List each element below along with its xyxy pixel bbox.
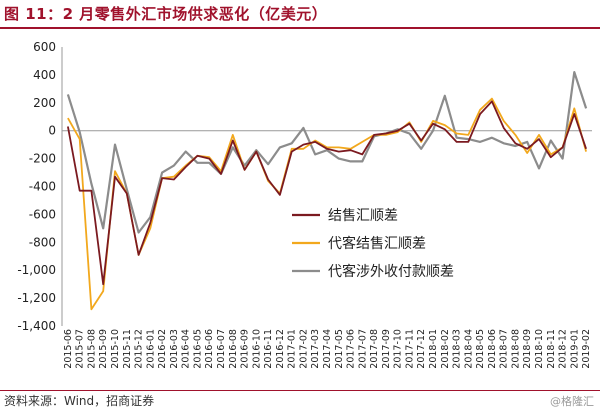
series-lines	[66, 70, 588, 311]
x-tick-label: 2016-04	[181, 329, 192, 369]
x-tick-label: 2019-02	[581, 329, 592, 369]
x-tick-label: 2017-07	[357, 329, 368, 369]
source-note: 资料来源：Wind，招商证券	[4, 394, 155, 408]
series-line-2	[67, 97, 587, 311]
x-tick-label: 2017-12	[416, 329, 427, 369]
legend-label: 结售汇顺差	[328, 208, 398, 224]
y-tick-label: -1,000	[17, 263, 56, 277]
y-tick-label: -1,200	[17, 291, 56, 305]
x-tick-label: 2015-08	[86, 329, 97, 369]
y-tick-label: -1,400	[17, 319, 56, 333]
x-tick-label: 2016-11	[263, 329, 274, 369]
x-tick-label: 2015-07	[75, 329, 86, 369]
y-tick-label: 400	[33, 68, 56, 82]
x-tick-label: 2018-11	[546, 329, 557, 369]
x-tick-label: 2018-04	[463, 329, 474, 369]
x-tick-label: 2016-07	[216, 329, 227, 369]
footer-rule	[0, 390, 600, 391]
legend-label: 代客涉外收付款顺差	[328, 263, 454, 280]
x-tick-label: 2016-12	[275, 329, 286, 369]
x-tick-label: 2015-12	[134, 329, 145, 369]
x-tick-label: 2016-03	[169, 329, 180, 369]
x-tick-label: 2015-09	[98, 329, 109, 369]
x-tick-label: 2018-07	[499, 329, 510, 369]
x-axis: 2015-06 2015-07 2015-08 2015-09 2015-10 2015-…	[63, 329, 592, 369]
x-tick-label: 2016-02	[157, 329, 168, 369]
line-chart: -1,400 -1,200 -1,000 -800 -600 -400 -200 0 200 40…	[17, 40, 592, 369]
series-line-3	[66, 70, 588, 234]
x-tick-label: 2018-03	[452, 329, 463, 369]
x-tick-label: 2017-09	[381, 329, 392, 369]
x-tick-label: 2016-05	[192, 329, 203, 369]
y-tick-label: -400	[29, 180, 56, 194]
x-tick-label: 2017-04	[322, 329, 333, 369]
y-tick-label: -600	[29, 207, 56, 221]
x-tick-label: 2017-03	[310, 329, 321, 369]
x-tick-label: 2017-06	[346, 329, 357, 369]
x-tick-label: 2016-06	[204, 329, 215, 369]
legend-label: 代客结售汇顺差	[328, 235, 426, 252]
x-tick-label: 2018-05	[475, 329, 486, 369]
x-tick-label: 2018-01	[428, 329, 439, 369]
x-tick-label: 2016-08	[228, 329, 239, 369]
y-tick-label: 200	[33, 96, 56, 110]
x-tick-label: 2017-10	[393, 329, 404, 369]
x-tick-label: 2018-10	[534, 329, 545, 369]
y-tick-label: 0	[48, 124, 56, 138]
figure-title: 图 11：2 月零售外汇市场供求恶化（亿美元）	[4, 5, 328, 23]
x-tick-label: 2018-06	[487, 329, 498, 369]
x-tick-label: 2018-02	[440, 329, 451, 369]
x-tick-label: 2016-01	[145, 329, 156, 369]
x-tick-label: 2018-09	[522, 329, 533, 369]
x-tick-label: 2018-08	[510, 329, 521, 369]
x-tick-label: 2017-11	[404, 329, 415, 369]
x-tick-label: 2016-10	[251, 329, 262, 369]
x-tick-label: 2019-01	[569, 329, 580, 369]
x-tick-label: 2016-09	[240, 329, 251, 369]
y-tick-label: -200	[29, 152, 56, 166]
y-tick-label: 600	[33, 40, 56, 54]
x-tick-label: 2018-12	[558, 329, 569, 369]
watermark: @格隆汇	[550, 395, 594, 408]
x-tick-label: 2017-01	[287, 329, 298, 369]
x-tick-label: 2017-05	[334, 329, 345, 369]
x-tick-label: 2017-08	[369, 329, 380, 369]
x-tick-label: 2015-10	[110, 329, 121, 369]
y-tick-label: -800	[29, 235, 56, 249]
title-rule	[0, 27, 600, 29]
x-tick-label: 2015-11	[122, 329, 133, 369]
series-line-1	[67, 100, 587, 286]
y-axis: -1,400 -1,200 -1,000 -800 -600 -400 -200 0 200 40…	[17, 40, 56, 333]
x-tick-label: 2017-02	[298, 329, 309, 369]
x-tick-label: 2015-06	[63, 329, 74, 369]
